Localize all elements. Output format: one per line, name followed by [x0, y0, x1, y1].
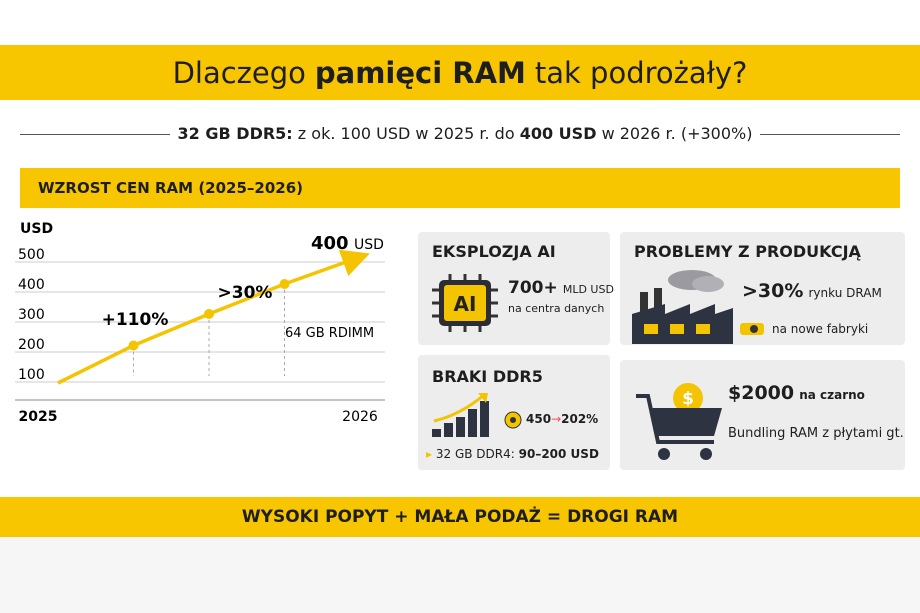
chart: USD 100 200 300 400 500 2025 2026 +110% >30% 64 GB…: [15, 221, 385, 425]
y-tick-label: 100: [18, 367, 45, 383]
y-tick-label: 200: [18, 337, 45, 353]
cart-icon: $: [636, 383, 722, 460]
end-label-unit: USD: [354, 237, 384, 253]
title-banner: Dlaczego pamięci RAM tak podrożały?: [0, 45, 920, 100]
annotation: +110%: [102, 310, 169, 330]
footer-banner: WYSOKI POPYT + MAŁA PODAŻ = DROGI RAM: [0, 497, 920, 537]
panel-value: 700+: [508, 278, 558, 298]
y-tick-label: 400: [18, 277, 45, 293]
subtitle: 32 GB DDR5: z ok. 100 USD w 2025 r. do 4…: [170, 124, 760, 143]
panel-production: PROBLEMY Z PRODUKCJĄ >30% rynku DRAM na …: [620, 232, 905, 345]
title-part: pamięci RAM: [314, 55, 526, 90]
panel-value: $2000: [728, 382, 795, 404]
ddr5-from: 450: [526, 412, 552, 426]
subtitle-part: 400 USD: [519, 124, 597, 143]
end-label-value: 400: [311, 233, 349, 254]
panel-title: PROBLEMY Z PRODUKCJĄ: [634, 242, 861, 261]
panel-range: 90–200 USD: [518, 447, 599, 461]
rule: [760, 134, 900, 135]
y-tick-label: 300: [18, 307, 45, 323]
subtitle-part: z ok. 100 USD w 2025 r. do: [297, 124, 515, 143]
top-margin: [0, 0, 920, 45]
panel-unit: na czarno: [799, 388, 865, 402]
panel-value: >30%: [742, 280, 804, 302]
bars-icon: [432, 393, 489, 437]
x-tick-label: 2026: [342, 409, 378, 425]
point: [204, 309, 214, 319]
title-part: tak podrożały?: [534, 55, 748, 90]
rule: [20, 134, 170, 135]
ddr5-to: 202%: [561, 412, 599, 426]
panel-black-market: $ $2000 na czarno Bundling RAM z płytami…: [620, 360, 905, 470]
x-tick-label: 2025: [19, 409, 58, 425]
title-part: Dlaczego: [172, 55, 306, 90]
panel-note: 32 GB DDR4:: [435, 447, 515, 461]
section-header: WZROST CEN RAM (2025–2026): [20, 168, 900, 208]
hazard-icon: [504, 411, 522, 429]
subtitle-part: 32 GB DDR5:: [177, 124, 293, 143]
panel-note: na nowe fabryki: [772, 322, 869, 336]
svg-text:$: $: [682, 389, 694, 409]
panel-note: na centra danych: [508, 302, 605, 315]
annotation: >30%: [218, 283, 273, 303]
panel-ai: EKSPLOZJA AI AI 700+ MLD USD na centra d…: [418, 232, 614, 345]
factory-icon: [632, 270, 733, 344]
panel-ddr5: BRAKI DDR5 450→202% ▸ 32 GB DDR4: 90–200…: [418, 355, 610, 470]
panel-unit: MLD USD: [562, 283, 614, 296]
subtitle-part: w 2026 r. (+300%): [601, 124, 753, 143]
panel-note: Bundling RAM z płytami gt.: [728, 426, 904, 441]
y-tick-label: 500: [18, 247, 45, 263]
chip-icon: AI: [432, 274, 498, 332]
panel-title: BRAKI DDR5: [432, 367, 543, 386]
chip-label: AI: [454, 292, 477, 316]
axis-label: USD: [20, 221, 53, 237]
point: [128, 340, 139, 351]
point: [279, 279, 290, 289]
tape-icon: [740, 323, 764, 335]
panel-unit: rynku DRAM: [808, 286, 882, 300]
panel-title: EKSPLOZJA AI: [432, 242, 556, 261]
annotation: 64 GB RDIMM: [285, 326, 374, 341]
